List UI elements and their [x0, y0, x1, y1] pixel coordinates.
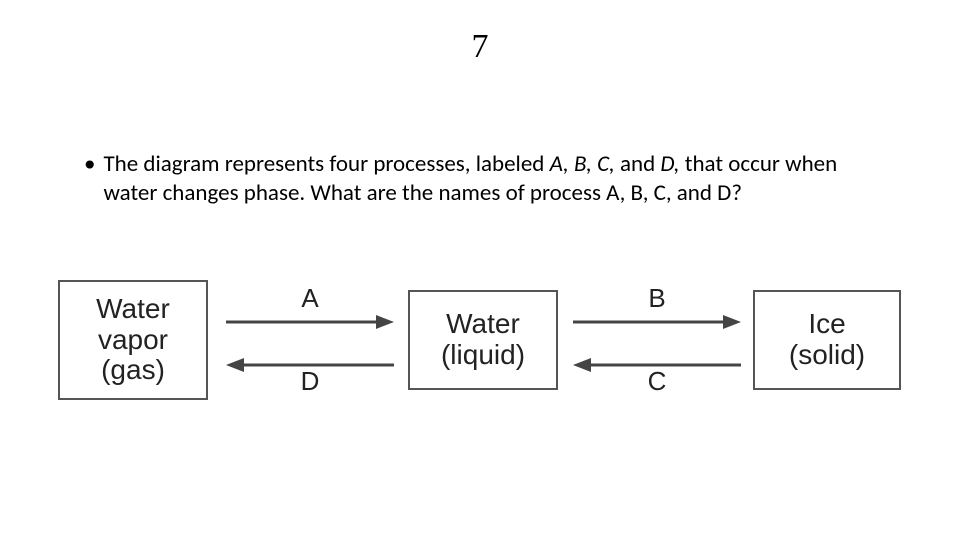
node-line: Water	[96, 294, 170, 325]
node-line: (gas)	[101, 355, 165, 386]
node-water-vapor: Water vapor (gas)	[58, 280, 208, 400]
arrow-right-icon	[226, 315, 394, 329]
question-bullet: • The diagram represents four processes,…	[84, 150, 884, 208]
node-line: vapor	[98, 325, 168, 356]
arrow-label-b: B	[648, 283, 665, 314]
node-line: Water	[446, 309, 520, 340]
q-labels-abc: A, B, C,	[550, 150, 615, 178]
node-line: Ice	[808, 309, 845, 340]
arrow-d: D	[226, 358, 394, 372]
arrow-a: A	[226, 315, 394, 329]
q-and: and	[615, 150, 661, 178]
arrow-label-d: D	[301, 366, 320, 397]
node-line: (liquid)	[441, 340, 525, 371]
arrow-c: C	[573, 358, 741, 372]
slide-number: 7	[472, 28, 489, 66]
arrow-label-a: A	[301, 283, 318, 314]
node-water-liquid: Water (liquid)	[408, 290, 558, 390]
question-text: The diagram represents four processes, l…	[103, 150, 884, 208]
arrow-b: B	[573, 315, 741, 329]
node-line: (solid)	[789, 340, 865, 371]
bullet-dot-icon: •	[84, 150, 95, 208]
arrow-right-icon	[573, 315, 741, 329]
question-block: • The diagram represents four processes,…	[84, 150, 884, 208]
arrow-label-c: C	[648, 366, 667, 397]
q-label-d: D,	[660, 150, 679, 178]
node-ice-solid: Ice (solid)	[753, 290, 901, 390]
q-prefix: The diagram represents four processes, l…	[103, 150, 549, 178]
